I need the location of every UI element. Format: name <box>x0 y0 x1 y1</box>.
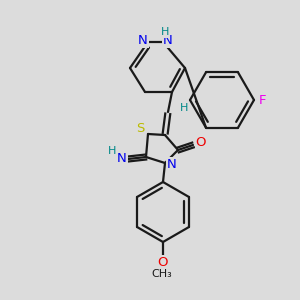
Text: N: N <box>138 34 148 46</box>
Text: F: F <box>259 94 267 106</box>
Text: O: O <box>196 136 206 149</box>
Text: H: H <box>161 27 169 37</box>
Text: N: N <box>117 152 127 164</box>
Text: S: S <box>136 122 144 136</box>
Text: H: H <box>108 146 116 156</box>
Text: CH₃: CH₃ <box>152 269 172 279</box>
Text: H: H <box>180 103 188 113</box>
Text: N: N <box>167 158 177 172</box>
Text: N: N <box>163 34 173 46</box>
Text: O: O <box>158 256 168 269</box>
